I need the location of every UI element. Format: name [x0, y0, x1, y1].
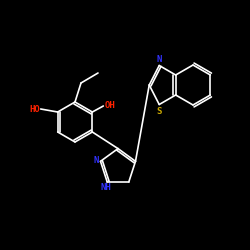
Text: OH: OH	[104, 102, 115, 110]
Text: NH: NH	[101, 183, 112, 192]
Text: HO: HO	[29, 104, 40, 114]
Text: S: S	[156, 106, 162, 116]
Text: N: N	[93, 156, 98, 165]
Text: N: N	[156, 54, 162, 64]
